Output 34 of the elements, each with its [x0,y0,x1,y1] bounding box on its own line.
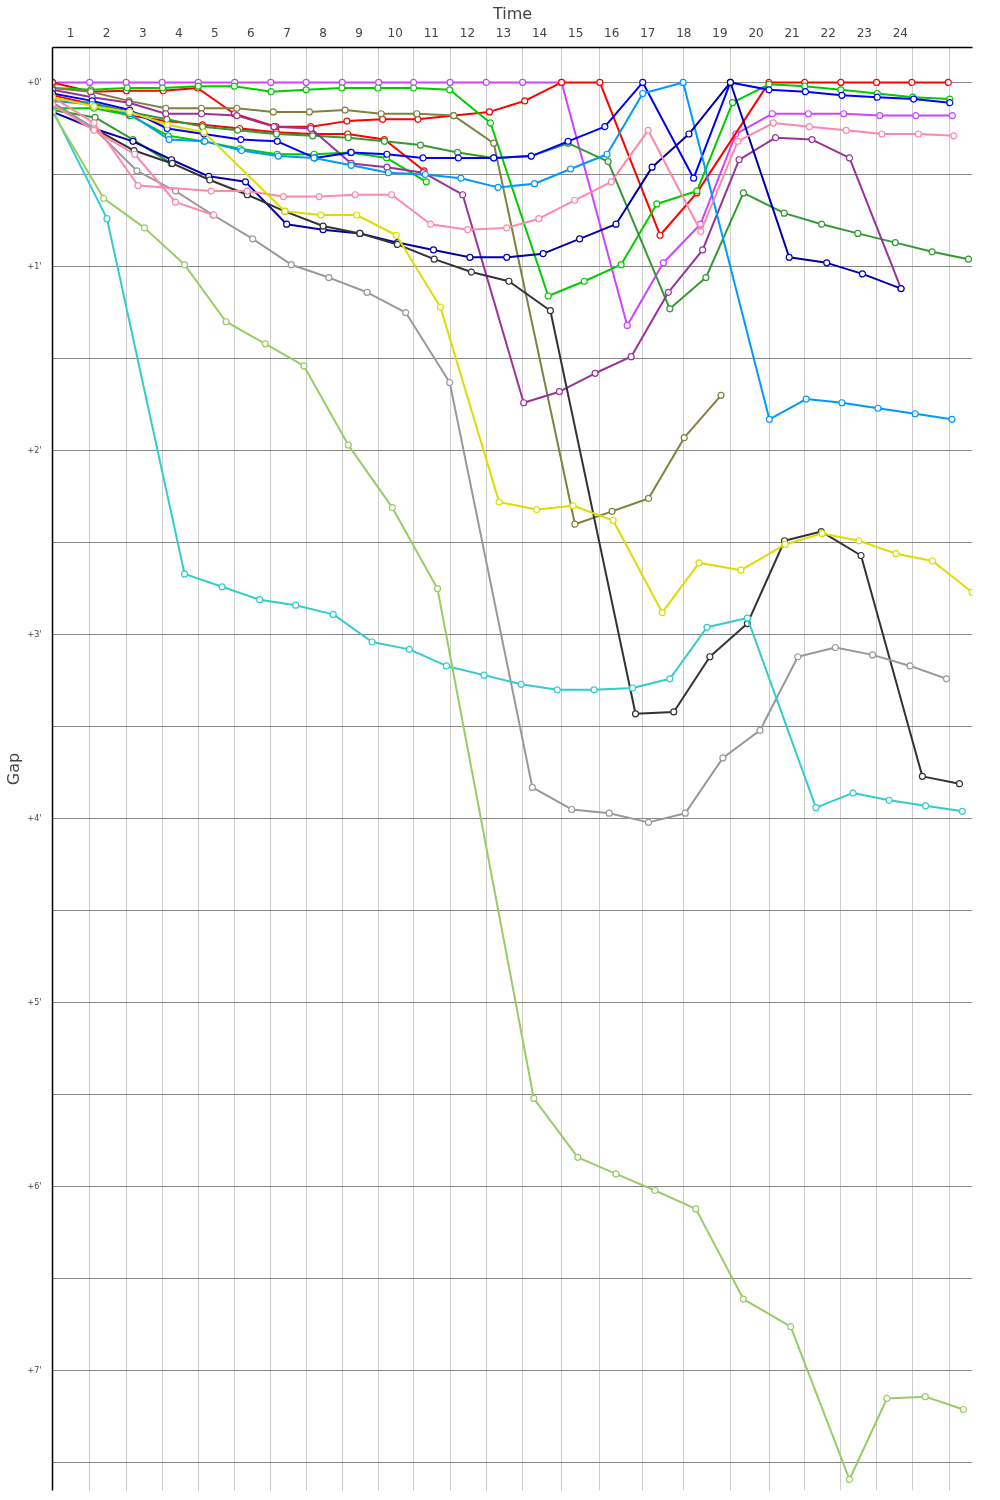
x-tick-label: 5 [211,25,219,40]
x-tick-label: 20 [748,25,764,40]
x-tick-label: 18 [676,25,692,40]
y-tick-label: +6' [27,1182,42,1192]
x-tick-label: 4 [174,25,183,40]
y-tick-label: +0' [27,77,42,87]
x-tick-label: 22 [820,25,836,40]
x-tick-label: 24 [892,25,908,40]
x-tick-label: 8 [319,25,327,40]
y-tick-label: +2' [27,446,42,456]
x-tick-label: 3 [138,25,147,40]
x-axis-title: Time [491,3,533,23]
x-tick-label: 19 [712,25,728,40]
y-axis-title: Gap [3,752,23,786]
x-tick-label: 16 [604,25,620,40]
y-tick-label: +3' [27,630,42,640]
x-tick-label: 13 [495,25,512,40]
y-tick-label: +4' [27,814,42,824]
x-tick-label: 6 [247,25,255,40]
x-tick-label: 10 [387,25,403,40]
x-tick-label: 15 [568,25,584,40]
x-tick-label: 21 [784,25,800,40]
x-tick-label: 17 [640,25,656,40]
y-tick-label: +7' [27,1366,42,1376]
x-tick-label: 12 [459,25,476,40]
x-tick-label: 14 [531,25,548,40]
x-tick-label: 23 [856,25,872,40]
x-tick-label: 9 [355,25,363,40]
y-tick-label: +5' [27,998,42,1008]
x-tick-label: 2 [102,25,111,40]
x-tick-label: 7 [283,25,291,40]
y-tick-label: +1' [27,262,42,272]
x-tick-label: 1 [66,25,75,40]
x-tick-label: 11 [423,25,439,40]
